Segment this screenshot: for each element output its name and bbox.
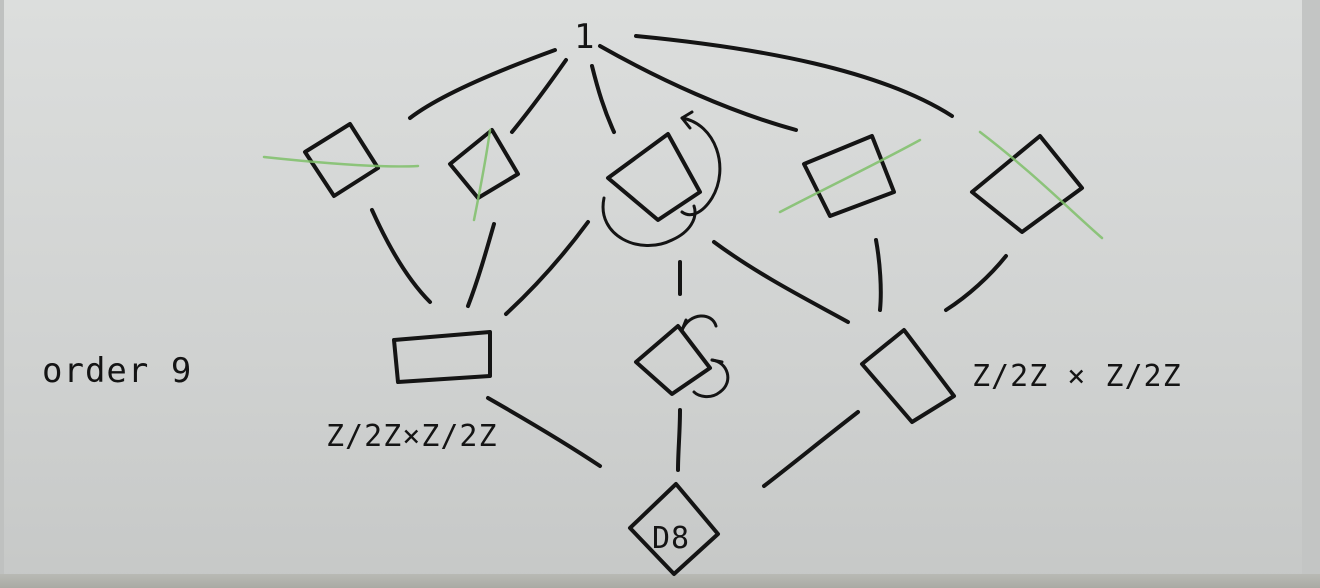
- bottom-node: D8: [628, 482, 720, 576]
- edges-top-to-row1: [408, 34, 954, 134]
- row1-node-2: [448, 128, 520, 222]
- bottom-node-label: D8: [652, 521, 690, 556]
- top-node-label: 1: [574, 17, 595, 57]
- board-edge-left: [0, 0, 4, 588]
- edges-row2-to-bottom: [486, 396, 860, 488]
- row1-node-5: [970, 130, 1104, 240]
- right-middle-label: Z/2Z × Z/2Z: [972, 359, 1182, 394]
- row2-node-middle: [634, 314, 730, 399]
- row1-node-3: [601, 110, 722, 248]
- row1-node-1: [262, 122, 420, 198]
- row2-node-left: [392, 330, 492, 384]
- row2-node-right: [860, 328, 956, 424]
- left-middle-label: Z/2Z×Z/2Z: [326, 419, 498, 454]
- marker-tray: [0, 574, 1320, 588]
- edges-row1-to-row2: [370, 208, 1008, 324]
- row1-node-4: [778, 134, 922, 218]
- left-annotation: order 9: [42, 351, 192, 391]
- board-edge-right: [1302, 0, 1320, 588]
